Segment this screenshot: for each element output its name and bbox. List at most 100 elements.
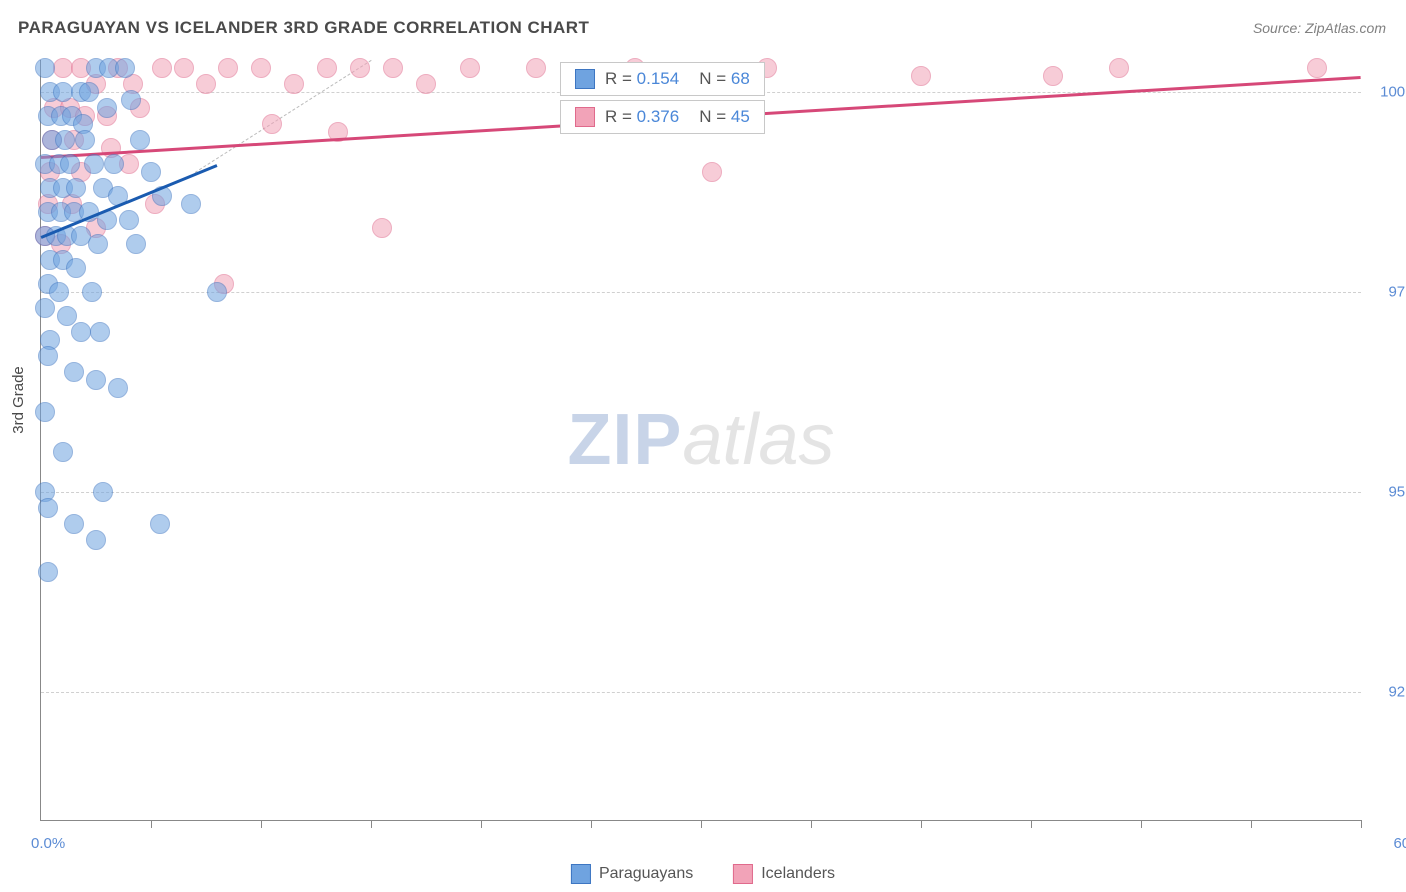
data-point-paraguayans (66, 258, 86, 278)
y-tick-label: 92.5% (1371, 684, 1406, 701)
watermark-zip: ZIP (567, 400, 682, 480)
gridline (41, 692, 1361, 693)
data-point-paraguayans (82, 282, 102, 302)
data-point-paraguayans (53, 442, 73, 462)
data-point-paraguayans (79, 82, 99, 102)
data-point-paraguayans (108, 378, 128, 398)
data-point-icelanders (218, 58, 238, 78)
legend-item-paraguayans: Paraguayans (571, 864, 693, 884)
data-point-paraguayans (104, 154, 124, 174)
data-point-paraguayans (35, 298, 55, 318)
data-point-icelanders (196, 74, 216, 94)
data-point-paraguayans (55, 130, 75, 150)
data-point-icelanders (251, 58, 271, 78)
watermark-atlas: atlas (682, 400, 834, 480)
data-point-paraguayans (121, 90, 141, 110)
x-tick (371, 820, 372, 828)
data-point-paraguayans (181, 194, 201, 214)
stat-n-label: N = 68 (699, 69, 750, 89)
data-point-paraguayans (64, 362, 84, 382)
data-point-icelanders (911, 66, 931, 86)
data-point-paraguayans (66, 178, 86, 198)
stat-r-label: R = 0.376 (605, 107, 679, 127)
data-point-paraguayans (97, 98, 117, 118)
dashed-projection (195, 60, 372, 173)
data-point-icelanders (174, 58, 194, 78)
data-point-paraguayans (38, 562, 58, 582)
data-point-icelanders (526, 58, 546, 78)
x-end-label: 60.0% (1393, 835, 1406, 852)
x-tick (1031, 820, 1032, 828)
data-point-icelanders (1109, 58, 1129, 78)
data-point-paraguayans (49, 282, 69, 302)
legend-item-icelanders: Icelanders (733, 864, 835, 884)
data-point-icelanders (284, 74, 304, 94)
data-point-icelanders (372, 218, 392, 238)
source-label: Source: ZipAtlas.com (1253, 20, 1386, 36)
legend-label-paraguayans: Paraguayans (599, 865, 693, 883)
chart-container: PARAGUAYAN VS ICELANDER 3RD GRADE CORREL… (0, 0, 1406, 892)
swatch-icon (733, 864, 753, 884)
data-point-icelanders (702, 162, 722, 182)
gridline (41, 492, 1361, 493)
watermark: ZIPatlas (567, 399, 834, 481)
swatch-icon (575, 107, 595, 127)
data-point-paraguayans (93, 482, 113, 502)
data-point-paraguayans (84, 154, 104, 174)
data-point-paraguayans (207, 282, 227, 302)
stat-box-icelanders: R = 0.376 N = 45 (560, 100, 765, 134)
data-point-icelanders (262, 114, 282, 134)
data-point-paraguayans (38, 346, 58, 366)
data-point-paraguayans (130, 130, 150, 150)
data-point-paraguayans (64, 514, 84, 534)
y-axis-label: 3rd Grade (10, 366, 27, 434)
data-point-paraguayans (71, 322, 91, 342)
data-point-icelanders (383, 58, 403, 78)
x-tick (811, 820, 812, 828)
data-point-paraguayans (75, 130, 95, 150)
x-tick (701, 820, 702, 828)
x-tick (1251, 820, 1252, 828)
data-point-paraguayans (115, 58, 135, 78)
data-point-icelanders (152, 58, 172, 78)
swatch-icon (575, 69, 595, 89)
plot-area: ZIPatlas 92.5%95.0%97.5%100.0%0.0%60.0% (40, 60, 1361, 821)
x-tick (261, 820, 262, 828)
y-tick-label: 95.0% (1371, 484, 1406, 501)
y-tick-label: 100.0% (1371, 84, 1406, 101)
data-point-paraguayans (86, 530, 106, 550)
swatch-icon (571, 864, 591, 884)
data-point-icelanders (350, 58, 370, 78)
data-point-paraguayans (86, 370, 106, 390)
gridline (41, 292, 1361, 293)
data-point-paraguayans (35, 402, 55, 422)
data-point-paraguayans (141, 162, 161, 182)
x-tick (481, 820, 482, 828)
legend-label-icelanders: Icelanders (761, 865, 835, 883)
data-point-paraguayans (90, 322, 110, 342)
data-point-paraguayans (126, 234, 146, 254)
x-tick (151, 820, 152, 828)
x-tick (921, 820, 922, 828)
data-point-icelanders (416, 74, 436, 94)
data-point-icelanders (1043, 66, 1063, 86)
x-tick (591, 820, 592, 828)
data-point-paraguayans (150, 514, 170, 534)
data-point-paraguayans (60, 154, 80, 174)
x-start-label: 0.0% (31, 835, 65, 852)
stat-box-paraguayans: R = 0.154 N = 68 (560, 62, 765, 96)
x-tick (1361, 820, 1362, 828)
x-tick (1141, 820, 1142, 828)
data-point-icelanders (317, 58, 337, 78)
data-point-paraguayans (38, 498, 58, 518)
data-point-icelanders (460, 58, 480, 78)
data-point-paraguayans (88, 234, 108, 254)
data-point-paraguayans (119, 210, 139, 230)
y-tick-label: 97.5% (1371, 284, 1406, 301)
stat-r-label: R = 0.154 (605, 69, 679, 89)
data-point-paraguayans (35, 58, 55, 78)
data-point-icelanders (1307, 58, 1327, 78)
chart-title: PARAGUAYAN VS ICELANDER 3RD GRADE CORREL… (18, 18, 589, 38)
stat-n-label: N = 45 (699, 107, 750, 127)
legend: Paraguayans Icelanders (571, 864, 835, 884)
